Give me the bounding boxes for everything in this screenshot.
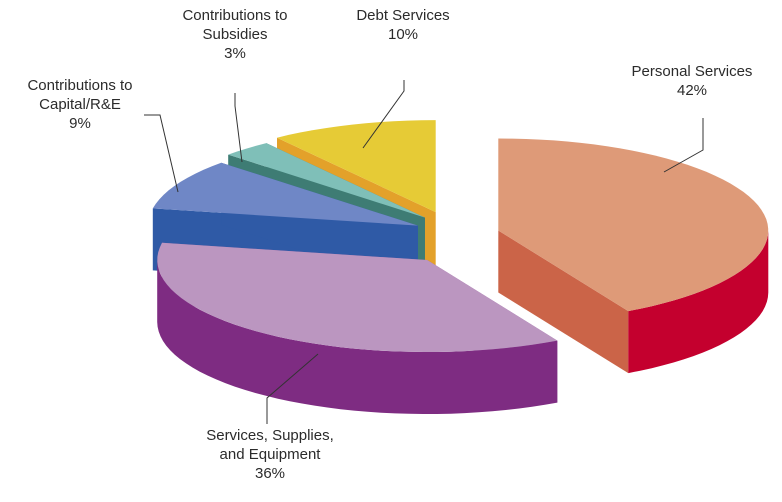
label-4-line-2: Subsidies (202, 26, 267, 43)
label-5: Debt Services 10% (356, 7, 449, 43)
label-1-line-1: Personal Services (632, 63, 753, 80)
slice-5-top (277, 120, 436, 213)
label-2-line-3: 36% (255, 465, 285, 482)
label-3: Contributions to Capital/R&E 9% (27, 77, 132, 132)
label-5-line-2: 10% (388, 26, 418, 43)
slice-labels: Personal Services 42% Services, Supplies, a… (27, 7, 752, 482)
pie-slices (152, 120, 769, 414)
label-5-line-1: Debt Services (356, 7, 449, 24)
slice-4-top (228, 143, 425, 218)
slice-1-top (498, 138, 769, 312)
label-4-line-1: Contributions to (182, 7, 287, 24)
label-4-line-3: 3% (224, 45, 246, 62)
label-1-line-2: 42% (677, 82, 707, 99)
leader-line-1 (663, 118, 704, 173)
label-3-line-2: Capital/R&E (39, 96, 121, 113)
label-2-line-1: Services, Supplies, (206, 427, 334, 444)
slice-2 (157, 242, 558, 414)
label-1: Personal Services 42% (632, 63, 753, 99)
slice-2-top (157, 242, 558, 352)
slice-1 (498, 138, 769, 374)
leader-line-4 (234, 93, 243, 163)
label-2: Services, Supplies, and Equipment 36% (206, 427, 334, 482)
leader-line-5 (362, 80, 405, 149)
label-2-line-2: and Equipment (220, 446, 322, 463)
slice-2-side (157, 260, 558, 414)
leader-lines (144, 80, 704, 424)
slice-1-face-2 (498, 230, 629, 374)
slice-1-side (628, 230, 769, 374)
label-4: Contributions to Subsidies 3% (182, 7, 287, 62)
label-3-line-3: 9% (69, 115, 91, 132)
slice-3-top (152, 162, 419, 226)
leader-line-3 (144, 114, 179, 193)
leader-line-2 (266, 353, 319, 424)
label-3-line-1: Contributions to (27, 77, 132, 94)
